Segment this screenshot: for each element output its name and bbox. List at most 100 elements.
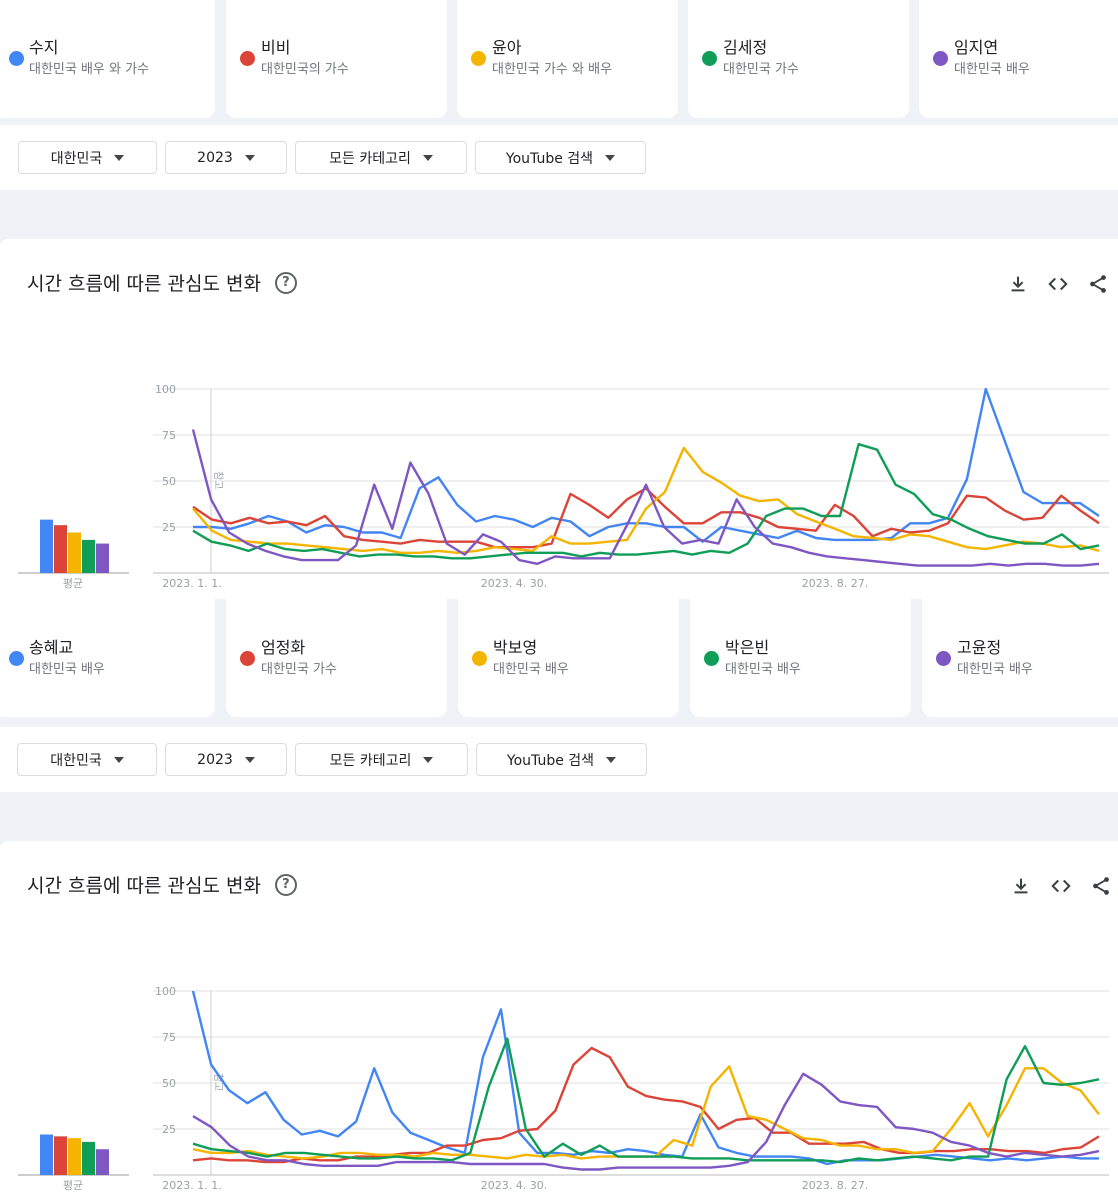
color-dot-icon <box>240 51 255 66</box>
y-tick-label: 100 <box>155 985 176 998</box>
share-icon[interactable] <box>1090 875 1112 897</box>
note-label: 참고 <box>212 471 224 489</box>
term-name: 박은빈 <box>725 638 770 657</box>
region-filter-label: 대한민국 <box>50 752 102 769</box>
y-tick-label: 25 <box>162 521 176 534</box>
series-line <box>192 1046 1100 1164</box>
term-name: 송혜교 <box>29 638 74 657</box>
average-bar <box>96 1149 109 1175</box>
term-desc: 대한민국 가수 <box>723 62 799 77</box>
color-dot-icon <box>936 651 951 666</box>
term-desc: 대한민국 가수 <box>261 662 337 677</box>
average-bar <box>68 1138 81 1175</box>
period-filter-button[interactable]: 2023 <box>165 743 287 776</box>
embed-code-icon[interactable] <box>1050 875 1072 897</box>
category-filter-label: 모든 카테고리 <box>329 752 412 769</box>
color-dot-icon <box>704 651 719 666</box>
filter-bar: 대한민국 2023 모든 카테고리 YouTube 검색 <box>0 125 1118 190</box>
term-desc: 대한민국 가수 와 배우 <box>492 62 613 77</box>
color-dot-icon <box>471 51 486 66</box>
category-filter-button[interactable]: 모든 카테고리 <box>295 141 467 174</box>
caret-down-icon <box>113 756 124 763</box>
term-card-4[interactable]: 박은빈 대한민국 배우 <box>690 599 911 717</box>
panel-title: 시간 흐름에 따른 관심도 변화 ? <box>27 269 297 296</box>
term-card-3[interactable]: 박보영 대한민국 배우 <box>458 599 679 717</box>
average-bar <box>54 1136 67 1175</box>
average-label: 평균 <box>63 577 83 590</box>
series-line <box>192 1037 1100 1164</box>
term-desc: 대한민국 배우 <box>29 662 105 677</box>
x-tick-label: 2023. 8. 27. <box>802 1179 868 1192</box>
color-dot-icon <box>472 651 487 666</box>
average-bar <box>96 543 109 573</box>
term-card-5[interactable]: 임지연 대한민국 배우 <box>919 0 1118 118</box>
search-type-filter-button[interactable]: YouTube 검색 <box>476 743 647 776</box>
region-filter-label: 대한민국 <box>50 150 103 167</box>
y-tick-label: 75 <box>162 1031 176 1044</box>
term-name: 김세정 <box>723 38 768 57</box>
term-name: 박보영 <box>493 638 538 657</box>
x-tick-label: 2023. 4. 30. <box>481 1179 547 1192</box>
caret-down-icon <box>114 154 125 161</box>
color-dot-icon <box>240 651 255 666</box>
term-card-1[interactable]: 송혜교 대한민국 배우 <box>0 599 215 717</box>
period-filter-label: 2023 <box>197 149 233 166</box>
term-cards-row: 수지 대한민국 배우 와 가수 비비 대한민국의 가수 윤아 대한민국 가수 와… <box>0 0 1118 120</box>
category-filter-label: 모든 카테고리 <box>329 150 411 167</box>
panel-title-text: 시간 흐름에 따른 관심도 변화 <box>27 875 261 897</box>
y-tick-label: 75 <box>162 429 176 442</box>
period-filter-label: 2023 <box>197 751 233 768</box>
download-icon[interactable] <box>1010 875 1032 897</box>
average-bar <box>68 532 81 573</box>
term-name: 엄정화 <box>261 638 306 657</box>
caret-down-icon <box>244 756 255 763</box>
term-name: 비비 <box>261 38 291 57</box>
help-icon[interactable]: ? <box>274 271 297 294</box>
interest-over-time-panel: 시간 흐름에 따른 관심도 변화 ? 25 50 75 100 참고 2023. 1. 1… <box>0 841 1118 1201</box>
panel-title: 시간 흐름에 따른 관심도 변화 ? <box>27 871 297 898</box>
y-tick-label: 25 <box>162 1123 176 1136</box>
interest-over-time-panel: 시간 흐름에 따른 관심도 변화 ? 25 50 75 100 참고 2023. 1. 1… <box>0 239 1118 599</box>
caret-down-icon <box>422 154 433 161</box>
share-icon[interactable] <box>1087 273 1109 295</box>
term-desc: 대한민국 배우 <box>954 62 1030 77</box>
region-filter-button[interactable]: 대한민국 <box>17 743 157 776</box>
x-tick-label: 2023. 1. 1. <box>162 577 221 590</box>
y-tick-label: 100 <box>155 383 176 396</box>
download-icon[interactable] <box>1007 273 1029 295</box>
help-icon[interactable]: ? <box>274 873 297 896</box>
average-label: 평균 <box>63 1179 83 1192</box>
term-card-2[interactable]: 비비 대한민국의 가수 <box>226 0 447 118</box>
series-line <box>192 487 1100 549</box>
search-type-filter-button[interactable]: YouTube 검색 <box>475 141 646 174</box>
region-filter-button[interactable]: 대한민국 <box>18 141 157 174</box>
category-filter-button[interactable]: 모든 카테고리 <box>295 743 468 776</box>
term-card-4[interactable]: 김세정 대한민국 가수 <box>688 0 909 118</box>
y-tick-label: 50 <box>162 475 176 488</box>
term-card-2[interactable]: 엄정화 대한민국 가수 <box>226 599 447 717</box>
term-desc: 대한민국 배우 <box>493 662 569 677</box>
caret-down-icon <box>423 756 434 763</box>
term-card-5[interactable]: 고윤정 대한민국 배우 <box>922 599 1118 717</box>
series-line <box>191 990 1099 1166</box>
caret-down-icon <box>605 154 616 161</box>
term-card-1[interactable]: 수지 대한민국 배우 와 가수 <box>0 0 215 118</box>
x-tick-label: 2023. 4. 30. <box>481 577 547 590</box>
x-tick-label: 2023. 1. 1. <box>162 1179 221 1192</box>
color-dot-icon <box>9 651 24 666</box>
term-card-3[interactable]: 윤아 대한민국 가수 와 배우 <box>457 0 678 118</box>
caret-down-icon <box>244 154 255 161</box>
average-bar <box>54 525 67 573</box>
series-line <box>191 429 1100 567</box>
average-bar <box>40 519 53 573</box>
color-dot-icon <box>933 51 948 66</box>
term-name: 고윤정 <box>957 638 1002 657</box>
term-desc: 대한민국 배우 와 가수 <box>29 62 150 77</box>
search-type-filter-label: YouTube 검색 <box>506 752 595 769</box>
average-bar <box>40 1134 53 1175</box>
term-cards-row: 송혜교 대한민국 배우 엄정화 대한민국 가수 박보영 대한민국 배우 박은빈 … <box>0 599 1118 719</box>
embed-code-icon[interactable] <box>1047 273 1069 295</box>
term-name: 윤아 <box>492 38 522 57</box>
period-filter-button[interactable]: 2023 <box>165 141 287 174</box>
